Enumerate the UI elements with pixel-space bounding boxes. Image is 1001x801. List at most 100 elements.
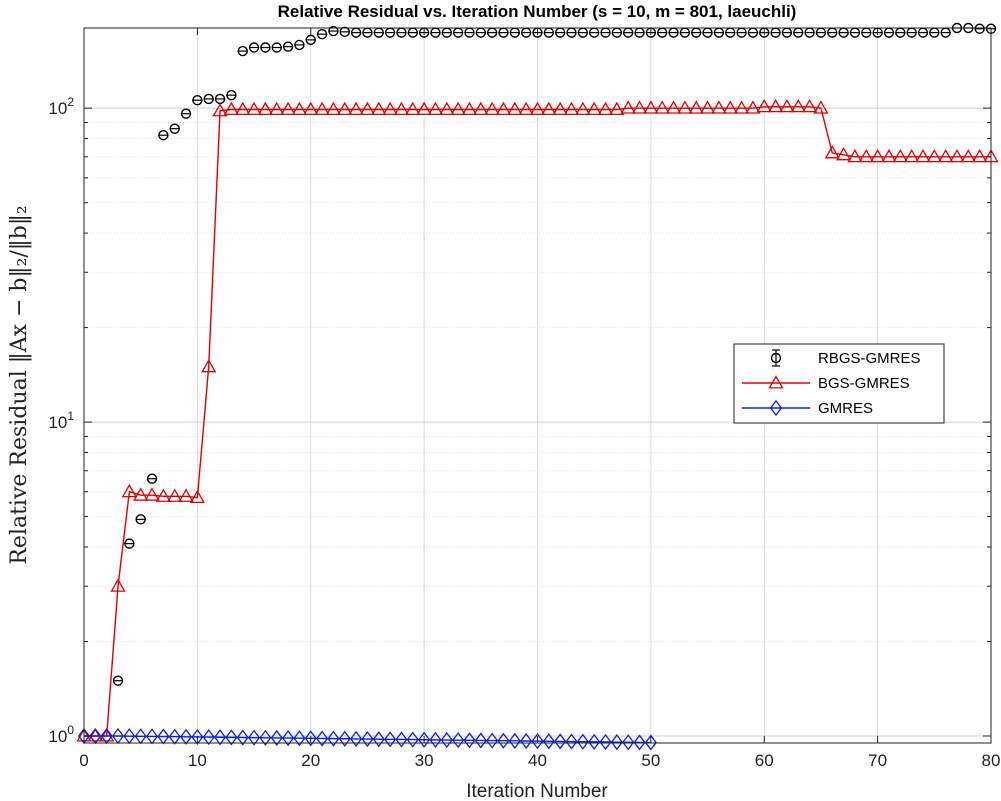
data-point bbox=[974, 23, 985, 34]
data-point bbox=[699, 100, 716, 114]
data-point bbox=[633, 734, 646, 751]
data-point bbox=[361, 730, 374, 748]
data-point bbox=[112, 675, 124, 686]
data-point bbox=[429, 731, 442, 748]
data-point bbox=[440, 731, 453, 749]
data-point bbox=[225, 729, 238, 746]
data-point bbox=[395, 731, 408, 748]
data-point bbox=[168, 728, 181, 745]
legend-label: BGS-GMRES bbox=[818, 375, 910, 392]
data-point bbox=[382, 101, 398, 116]
data-point bbox=[180, 108, 192, 119]
data-point bbox=[178, 488, 194, 502]
data-point bbox=[282, 41, 294, 52]
data-point bbox=[531, 733, 544, 750]
legend-marker bbox=[768, 375, 784, 389]
data-point bbox=[439, 101, 455, 116]
series-rbgs-gmres bbox=[112, 22, 997, 686]
ticks: 0 10 20 30 40 50 60 70 80 100 101 102 bbox=[48, 28, 1000, 770]
data-point bbox=[576, 733, 589, 750]
data-point bbox=[610, 734, 623, 751]
data-point bbox=[189, 489, 205, 504]
x-tick-label: 0 bbox=[79, 751, 88, 770]
data-point bbox=[688, 100, 704, 114]
data-point bbox=[201, 358, 217, 373]
data-point bbox=[226, 89, 237, 101]
data-point bbox=[507, 101, 523, 116]
data-point bbox=[235, 101, 251, 116]
data-point bbox=[338, 730, 351, 747]
data-point bbox=[631, 100, 648, 114]
data-point bbox=[237, 45, 248, 57]
x-axis-label: Iteration Number bbox=[466, 781, 608, 801]
data-point bbox=[904, 148, 920, 163]
data-point bbox=[146, 473, 158, 484]
data-point bbox=[416, 101, 432, 116]
x-tick-label: 50 bbox=[641, 751, 660, 770]
x-tick-label: 10 bbox=[188, 751, 207, 770]
data-point bbox=[328, 25, 339, 37]
data-point bbox=[248, 42, 260, 53]
data-point bbox=[427, 101, 444, 116]
data-point bbox=[508, 732, 521, 749]
series-bgs-gmres bbox=[76, 98, 999, 742]
data-point bbox=[801, 98, 818, 113]
data-point bbox=[643, 100, 659, 114]
data-point bbox=[110, 578, 126, 592]
data-point bbox=[835, 147, 852, 161]
data-point bbox=[474, 732, 487, 749]
data-point bbox=[124, 538, 135, 549]
data-point bbox=[733, 100, 750, 114]
data-point bbox=[325, 101, 342, 116]
data-point bbox=[406, 731, 419, 748]
data-point bbox=[327, 730, 340, 747]
data-point bbox=[303, 101, 319, 116]
data-point bbox=[269, 101, 285, 116]
data-point bbox=[620, 100, 636, 114]
data-point bbox=[202, 729, 215, 746]
data-point bbox=[463, 732, 476, 749]
data-point bbox=[248, 729, 261, 746]
data-point bbox=[121, 483, 137, 498]
data-point bbox=[520, 732, 533, 750]
data-point bbox=[960, 148, 976, 163]
data-point bbox=[314, 101, 330, 116]
data-point bbox=[756, 98, 772, 113]
data-point bbox=[212, 103, 228, 117]
data-point bbox=[622, 734, 635, 751]
y-tick-label: 101 bbox=[48, 409, 74, 432]
data-point bbox=[461, 101, 478, 116]
legend-item: BGS-GMRES bbox=[742, 375, 910, 392]
data-point bbox=[257, 101, 274, 116]
data-point bbox=[565, 733, 578, 750]
data-point bbox=[348, 101, 364, 116]
data-point bbox=[542, 733, 555, 750]
data-point bbox=[270, 729, 283, 747]
data-point bbox=[135, 514, 146, 525]
data-point bbox=[745, 100, 761, 114]
data-point bbox=[644, 734, 657, 751]
data-point bbox=[316, 730, 329, 747]
data-point bbox=[767, 98, 784, 113]
data-point bbox=[167, 488, 183, 502]
data-point bbox=[586, 101, 602, 116]
y-tick-label: 102 bbox=[48, 95, 74, 118]
data-point bbox=[495, 101, 512, 116]
data-point bbox=[192, 94, 203, 106]
y-tick-label: 100 bbox=[48, 723, 74, 746]
data-point bbox=[350, 730, 363, 747]
data-point bbox=[450, 101, 466, 116]
data-point bbox=[790, 98, 806, 113]
data-point bbox=[280, 101, 296, 116]
data-point bbox=[305, 34, 316, 46]
data-point bbox=[158, 129, 169, 141]
chart-title: Relative Residual vs. Iteration Number (… bbox=[278, 2, 797, 21]
data-point bbox=[813, 100, 829, 114]
data-point bbox=[393, 101, 410, 116]
data-point bbox=[259, 729, 272, 746]
data-point bbox=[191, 728, 204, 746]
data-point bbox=[371, 101, 387, 116]
x-tick-label: 20 bbox=[301, 751, 320, 770]
data-point bbox=[722, 100, 738, 114]
